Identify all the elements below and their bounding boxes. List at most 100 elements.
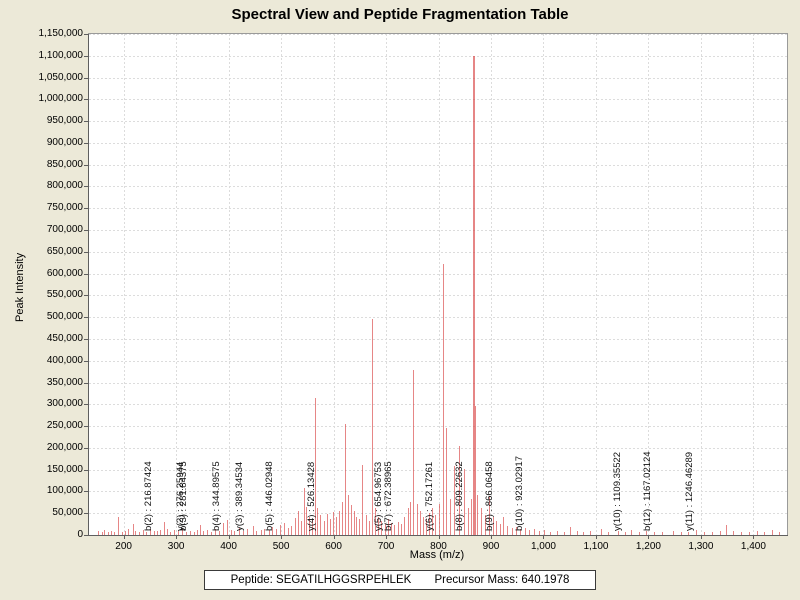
spectrum-peak <box>600 529 602 535</box>
y-tick-label: 50,000 <box>52 507 83 519</box>
y-tick-mark <box>84 295 88 297</box>
y-tick-label: 150,000 <box>46 463 83 475</box>
fragment-annotation: y(4) : 526.13428 <box>305 461 317 531</box>
y-tick-mark <box>84 360 88 362</box>
spectrum-peak <box>353 510 355 535</box>
spectrum-peak <box>407 508 409 535</box>
spectrum-peak <box>453 466 455 535</box>
h-gridline <box>89 404 787 406</box>
h-gridline <box>89 447 787 449</box>
spectrum-peak <box>617 531 619 535</box>
spectrum-peak <box>223 522 224 535</box>
spectrum-peak <box>284 522 286 535</box>
spectrum-peak <box>470 499 472 535</box>
spectrum-peak <box>186 531 188 535</box>
x-tick-label: 800 <box>430 541 447 552</box>
spectrum-peak <box>381 521 383 535</box>
spectrum-peak <box>242 530 244 535</box>
h-gridline <box>89 142 787 144</box>
spectrum-peak <box>350 504 352 535</box>
plot-area[interactable]: 0 50,000 100,000 150,000 200,000 250,000 300,0… <box>39 28 788 552</box>
fragment-annotation: b(7) : 672.38965 <box>382 461 394 531</box>
x-tick-mark <box>753 535 755 539</box>
y-tick-mark <box>84 142 88 144</box>
spectrum-peak <box>446 428 448 535</box>
spectrum-peak <box>740 532 742 535</box>
v-gridline <box>438 34 440 535</box>
spectrum-peak <box>306 506 308 535</box>
fragment-annotation: b(9) : 866.06458 <box>484 461 496 531</box>
y-axis-line <box>88 34 89 535</box>
h-gridline <box>89 77 787 79</box>
fragment-annotation: b(3) : 281.84375 <box>177 461 189 531</box>
h-gridline <box>89 295 787 297</box>
y-tick-label: 400,000 <box>46 354 83 366</box>
spectrum-peak <box>336 516 338 535</box>
spectrum-peak <box>218 530 220 535</box>
h-gridline <box>89 230 787 232</box>
spectrum-peak <box>608 532 609 535</box>
spectrum-peak <box>197 529 199 535</box>
v-gridline <box>176 34 178 535</box>
v-gridline <box>333 34 335 535</box>
spectrum-peak <box>432 508 434 535</box>
spectrum-peak <box>339 510 341 535</box>
spectrum-peak <box>226 520 228 535</box>
y-tick-label: 900,000 <box>46 136 83 148</box>
spectrum-peak <box>429 512 431 535</box>
v-gridline <box>228 34 230 535</box>
y-tick-mark <box>84 230 88 232</box>
peptide-text: Peptide: SEGATILHGGSRPEHLEK <box>230 574 412 586</box>
spectrum-peak <box>672 530 674 535</box>
y-tick-label: 500,000 <box>46 311 83 323</box>
x-tick-mark <box>228 535 230 539</box>
y-tick-mark <box>84 273 88 275</box>
spectrum-peak <box>272 527 274 535</box>
fragment-annotation: y(3) : 389.34534 <box>234 461 245 531</box>
spectrum-peak <box>488 496 490 535</box>
spectrum-peak <box>359 519 361 535</box>
spectrum-peak <box>194 531 195 535</box>
spectrum-peak <box>280 525 281 535</box>
spectrum-peak <box>450 499 452 535</box>
spectrum-peak <box>538 531 540 535</box>
spectrum-peak <box>772 530 774 535</box>
spectrum-peak <box>390 522 392 535</box>
spectrum-peak <box>662 531 664 535</box>
y-tick-label: 750,000 <box>46 202 83 214</box>
fragment-annotation: b(10) : 923.02917 <box>514 455 526 531</box>
spectrum-peak <box>484 515 486 535</box>
spectrum-peak <box>121 532 123 535</box>
spectrum-peak <box>247 529 248 535</box>
precursor-text: Precursor Mass: 640.1978 <box>434 574 570 586</box>
y-tick-mark <box>84 491 88 493</box>
h-gridline <box>89 121 787 123</box>
spectrum-peak <box>174 529 175 535</box>
spectrum-peak <box>104 529 106 535</box>
spectrum-peak <box>301 521 302 535</box>
spectrum-peak <box>135 531 137 535</box>
spectrum-peak <box>207 530 209 535</box>
spectrum-peak <box>238 528 240 535</box>
spectrum-peak <box>342 501 343 535</box>
y-tick-label: 700,000 <box>46 224 83 236</box>
spectrum-peak <box>492 516 494 535</box>
spectrum-peak <box>368 521 370 535</box>
spectrum-peak <box>570 526 572 535</box>
spectrum-peak <box>211 531 213 535</box>
h-gridline <box>89 34 787 35</box>
y-tick-mark <box>84 77 88 79</box>
spectrum-peak <box>590 530 592 535</box>
spectrum-peak <box>507 525 509 535</box>
spectrum-peak <box>287 528 289 535</box>
y-tick-mark <box>84 208 88 210</box>
x-tick-label: 300 <box>167 541 185 552</box>
y-tick-label: 250,000 <box>46 420 83 432</box>
spectrum-peak <box>260 529 262 535</box>
spectrum-peak <box>345 423 347 535</box>
spectrum-peak <box>297 511 299 535</box>
spectrum-peak <box>439 503 440 535</box>
y-tick-label: 200,000 <box>46 441 83 453</box>
x-tick-label: 400 <box>220 541 237 552</box>
